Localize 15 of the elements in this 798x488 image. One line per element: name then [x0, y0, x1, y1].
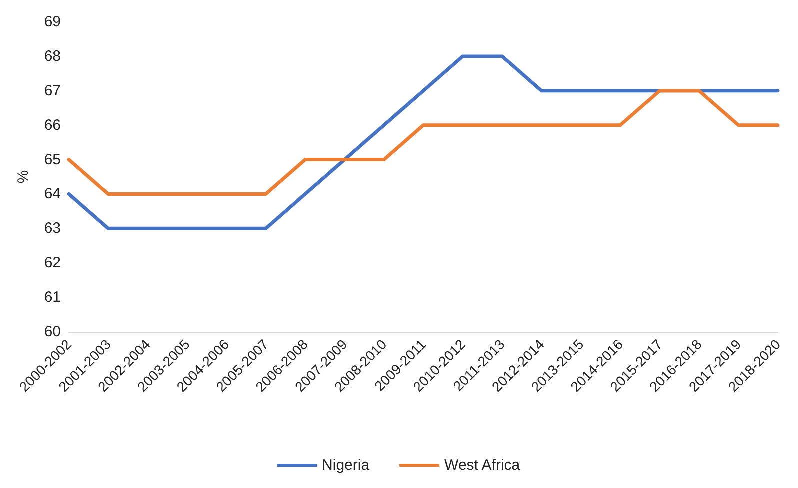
y-tick-label: 66 [44, 116, 61, 134]
y-tick-label: 62 [44, 254, 61, 272]
line-series [67, 89, 780, 196]
y-tick-label: 68 [44, 48, 61, 65]
y-tick-label: 65 [44, 151, 61, 168]
y-tick-label: 63 [44, 220, 61, 238]
line-series [67, 54, 780, 230]
y-tick-label: 64 [44, 186, 61, 203]
y-axis-title: % [15, 170, 32, 184]
y-tick-label: 69 [44, 14, 61, 30]
legend-label: Nigeria [322, 457, 370, 474]
y-tick-label: 60 [44, 324, 61, 340]
legend-label: West Africa [444, 457, 521, 474]
y-tick-label: 67 [44, 82, 61, 100]
y-tick-label: 61 [44, 289, 61, 306]
